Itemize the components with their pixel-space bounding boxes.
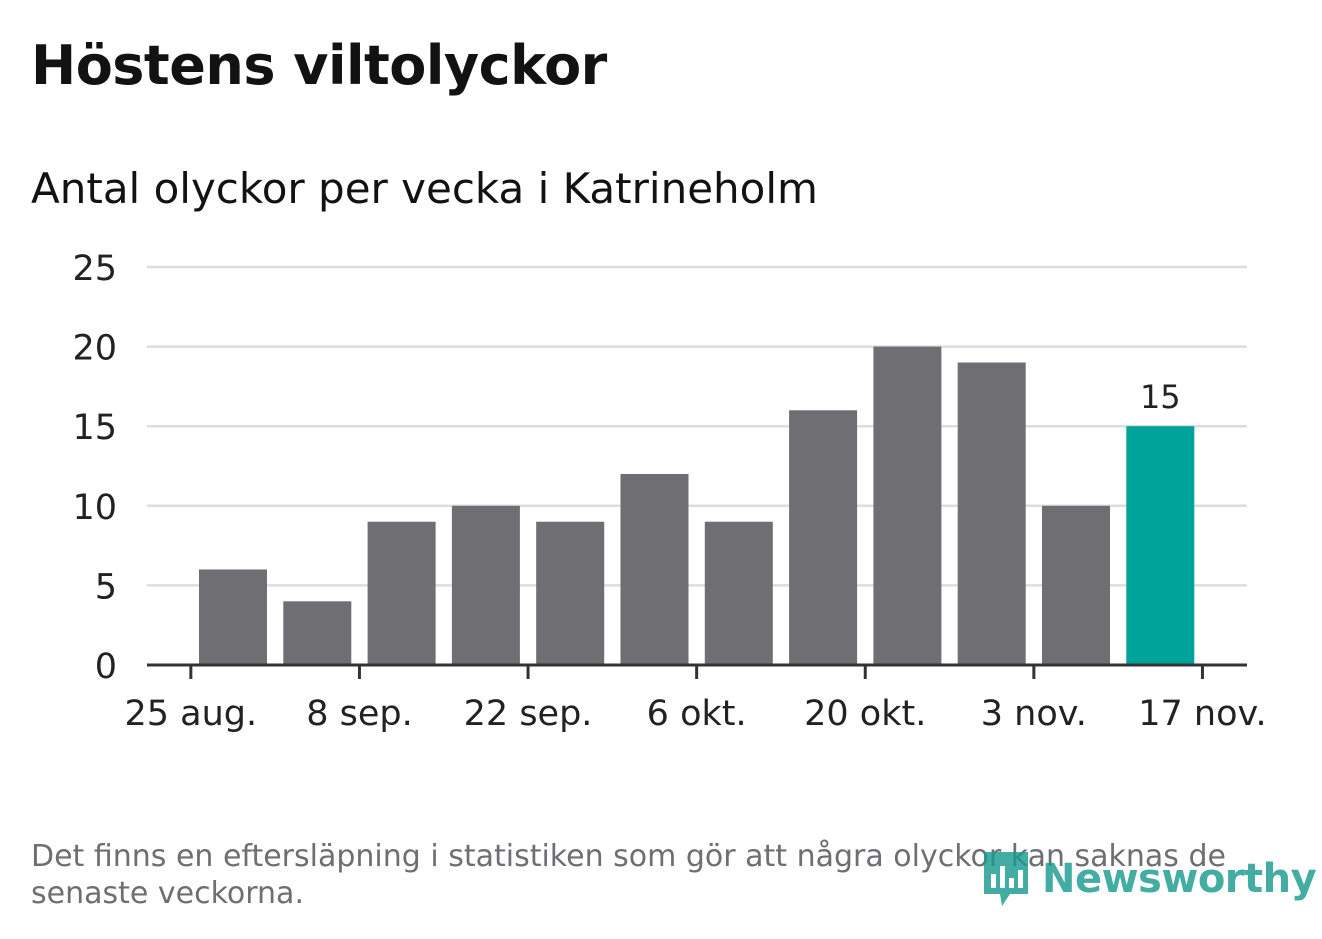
x-tick-label-1: 8 sep. [306,694,413,734]
y-tick-label-25: 25 [72,249,117,289]
bar-v.41 [704,521,773,665]
y-tick-label-15: 15 [72,408,117,448]
y-tick-label-5: 5 [95,567,117,607]
bar-v.38 [451,505,520,665]
x-tick-label-5: 3 nov. [981,694,1087,734]
bar-chart: 0 5 10 15 20 25 15 25 aug. 8 sep. 22 sep. 6 okt. 20… [72,249,1266,734]
x-tick-label-4: 20 okt. [804,694,926,734]
x-tick-label-6: 17 nov. [1138,694,1266,734]
x-tick-label-3: 6 okt. [647,694,747,734]
y-tick-label-10: 10 [72,488,117,528]
bar-v.36 [283,601,352,665]
bar-v.39 [536,521,605,665]
bar-chart-bubble-icon [984,852,1028,906]
brand-name: Newsworthy [1042,856,1317,902]
chart-title: Höstens viltolyckor [31,34,607,97]
bar-v.45 [1042,505,1110,665]
x-tick-label-2: 22 sep. [464,694,593,734]
bar-v.43 [873,346,942,665]
bar-highlight [1126,426,1195,665]
data-label: 15 [1140,378,1181,416]
x-tick-label-0: 25 aug. [125,694,258,734]
bar-v.40 [620,473,689,665]
bar-v.35 [199,569,267,665]
bar-v.37 [367,521,436,665]
y-tick-label-0: 0 [95,647,117,687]
chart-subtitle: Antal olyckor per vecka i Katrineholm [31,164,818,213]
bar-v.44 [957,362,1026,665]
y-tick-label-20: 20 [72,329,117,369]
newsworthy-logo: Newsworthy [980,846,1317,912]
bar-v.42 [789,410,858,665]
